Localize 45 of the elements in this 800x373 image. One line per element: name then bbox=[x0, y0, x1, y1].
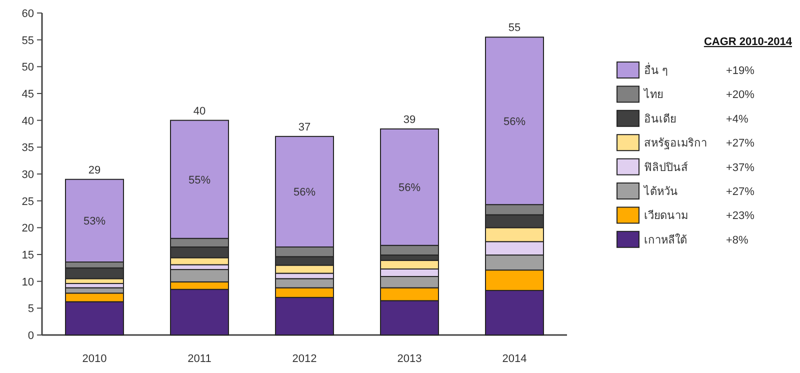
y-tick-label: 25 bbox=[22, 196, 34, 208]
y-tick-label: 0 bbox=[28, 330, 34, 342]
annotation: 56% bbox=[398, 182, 421, 194]
total-label: 37 bbox=[298, 121, 311, 134]
legend-label: สหรัฐอเมริกา bbox=[644, 138, 707, 150]
y-tick-label: 5 bbox=[28, 303, 34, 316]
y-tick-label: 10 bbox=[22, 276, 34, 288]
legend-label: ไทย bbox=[643, 88, 663, 102]
legend-label: อินเดีย bbox=[644, 112, 676, 126]
legend-label: เกาหลีใต้ bbox=[644, 233, 687, 246]
total-label: 29 bbox=[88, 164, 101, 176]
x-tick-label: 2014 bbox=[502, 353, 527, 365]
total-label: 39 bbox=[403, 114, 416, 126]
text: +27% bbox=[726, 186, 755, 198]
legend-label: อื่น ๆ bbox=[644, 62, 668, 77]
y-tick-label: 50 bbox=[22, 62, 34, 74]
y-tick-label: 30 bbox=[22, 169, 34, 181]
text: +19% bbox=[726, 65, 755, 77]
annotation: 53% bbox=[83, 216, 106, 228]
x-tick-label: 2010 bbox=[82, 353, 107, 365]
y-tick-label: 20 bbox=[22, 222, 34, 235]
annotation: 56% bbox=[503, 116, 526, 128]
annotation: 56% bbox=[293, 186, 316, 199]
text: +37% bbox=[726, 162, 755, 174]
text: +20% bbox=[726, 89, 755, 102]
y-tick-label: 40 bbox=[22, 115, 34, 128]
text: +4% bbox=[726, 113, 749, 126]
annotation: 55% bbox=[188, 174, 211, 186]
text: +27% bbox=[726, 138, 755, 150]
text: +8% bbox=[726, 234, 749, 246]
legend-label: ฟิลิปปินส์ bbox=[644, 160, 688, 174]
legend-label: ไต้หวัน bbox=[643, 185, 678, 198]
y-tick-label: 35 bbox=[22, 142, 34, 154]
total-label: 40 bbox=[193, 105, 206, 118]
y-tick-label: 60 bbox=[22, 8, 34, 20]
y-tick-label: 15 bbox=[22, 250, 34, 262]
y-tick-label: 45 bbox=[22, 88, 34, 100]
x-tick-label: 2011 bbox=[188, 353, 212, 365]
x-tick-label: 2012 bbox=[292, 353, 317, 365]
text: +23% bbox=[726, 210, 755, 222]
total-label: 55 bbox=[508, 22, 521, 34]
legend-label: เวียดนาม bbox=[644, 209, 688, 222]
x-tick-label: 2013 bbox=[397, 353, 422, 365]
y-tick-label: 55 bbox=[22, 34, 34, 47]
legend-title: CAGR 2010-2014 bbox=[704, 36, 793, 48]
